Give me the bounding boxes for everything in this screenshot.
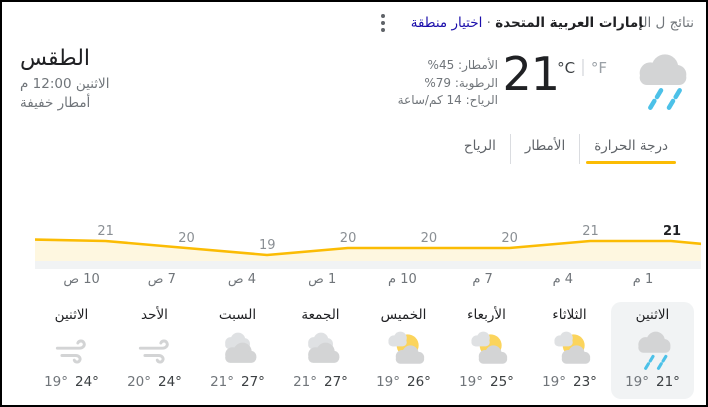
chart-temp-label: 20 (501, 231, 518, 246)
page-title: الطقس (20, 46, 91, 71)
forecast-day[interactable]: الثلاثاء 19° 23° (528, 302, 611, 399)
day-name: السبت (218, 307, 257, 323)
chart-baseline (35, 261, 701, 269)
partly-cloudy-icon (465, 328, 509, 372)
results-header: نتائج ل الإمارات العربية المتحدة · اختيا… (377, 10, 694, 36)
day-low-temp: 20° (127, 374, 151, 390)
chart-temp-label: 21 (97, 224, 114, 239)
day-name: الاثنين (635, 307, 670, 323)
chart-hour-label: 4 ص (227, 272, 257, 287)
day-temps: 19° 25° (459, 374, 514, 390)
unit-celsius[interactable]: °C (557, 59, 576, 77)
partly-cloudy-icon (382, 328, 426, 372)
stat-wind: الرياح: 14 كم/ساعة (397, 93, 498, 107)
forecast-day[interactable]: الاثنين 19° 24° (30, 302, 113, 399)
rain-cloud-icon (629, 49, 693, 113)
partly-cloudy-icon (548, 328, 592, 372)
day-temps: 20° 24° (127, 374, 182, 390)
day-high-temp: 26° (407, 374, 431, 390)
day-high-temp: 21° (656, 374, 680, 390)
day-temps: 21° 27° (210, 374, 265, 390)
chart-temp-label: 20 (178, 231, 195, 246)
forecast-day[interactable]: الأحد 20° 24° (113, 302, 196, 399)
day-high-temp: 25° (490, 374, 514, 390)
cloudy-icon (299, 328, 343, 372)
current-stats: الأمطار: 45% الرطوبة: 79% الرياح: 14 كم/سا… (398, 57, 498, 110)
current-temperature: 21 (502, 47, 560, 101)
stat-precipitation: الأمطار: 45% (427, 58, 498, 72)
chart-hour-label: 4 م (552, 272, 574, 287)
current-conditions-block: الطقس الاثنين 12:00 م أمطار خفيفة (20, 46, 110, 113)
tab-wind[interactable]: الرياح (450, 134, 510, 164)
temperature-line (35, 238, 701, 261)
location-name: إمارات العربية المتحدة (495, 15, 644, 31)
chart-hour-label: 7 م (472, 272, 493, 287)
forecast-day[interactable]: السبت 21° 27° (196, 302, 279, 399)
day-low-temp: 21° (210, 374, 234, 390)
day-low-temp: 19° (625, 374, 649, 390)
unit-toggle: °C | °F (557, 57, 607, 78)
unit-divider: | (580, 57, 586, 77)
day-high-temp: 24° (158, 374, 182, 390)
day-high-temp: 27° (324, 374, 348, 390)
forecast-day[interactable]: الاثنين 19° 21° (611, 302, 694, 399)
cloudy-icon (216, 328, 260, 372)
separator: · (482, 15, 496, 31)
day-name: الثلاثاء (552, 307, 587, 323)
forecast-day[interactable]: الأربعاء 19° 25° (445, 302, 528, 399)
daily-forecast-row: الاثنين 19° 21° الثلاثاء 19° 23° الأربعاء 19… (30, 302, 694, 399)
day-temps: 21° 27° (293, 374, 348, 390)
forecast-day[interactable]: الجمعة 21° 27° (279, 302, 362, 399)
chart-hour-label: 10 م (388, 272, 417, 287)
day-low-temp: 19° (459, 374, 483, 390)
chart-hour-label: 7 ص (147, 272, 176, 287)
stat-humidity: الرطوبة: 79% (424, 75, 498, 90)
day-high-temp: 24° (75, 374, 99, 390)
windy-icon (50, 328, 94, 372)
day-name: الأربعاء (467, 307, 506, 323)
chart-temp-label: 20 (420, 231, 438, 246)
choose-area-link[interactable]: اختيار منطقة (410, 15, 483, 31)
day-temps: 19° 26° (376, 374, 431, 390)
day-temps: 19° 21° (625, 374, 680, 390)
forecast-day[interactable]: الخميس 19° 26° (362, 302, 445, 399)
chart-tabs: درجة الحرارة الأمطار الرياح (450, 134, 682, 164)
day-name: الأحد (141, 307, 168, 323)
chart-temp-label: 20 (339, 231, 357, 246)
day-low-temp: 19° (376, 374, 400, 390)
hourly-temperature-chart: 21 21 20 20 20 19 20 21 1 م 4 م 7 م 10 م 1 ص 4 ص 7 ص 10… (35, 215, 701, 295)
day-name: الخميس (380, 307, 427, 323)
day-temps: 19° 24° (44, 374, 99, 390)
day-high-temp: 27° (241, 374, 265, 390)
chart-hour-label: 1 م (632, 272, 654, 287)
chart-hour-label: 10 ص (63, 272, 100, 287)
day-low-temp: 21° (293, 374, 317, 390)
current-condition: أمطار خفيفة (20, 95, 91, 111)
kebab-menu-icon[interactable] (377, 10, 389, 36)
tab-temperature[interactable]: درجة الحرارة (579, 134, 682, 164)
day-low-temp: 19° (542, 374, 566, 390)
chart-hour-label: 1 ص (308, 272, 337, 287)
day-temps: 19° 23° (542, 374, 597, 390)
current-datetime: الاثنين 12:00 م (20, 76, 110, 92)
chart-temp-label: 21 (663, 224, 682, 239)
unit-fahrenheit[interactable]: °F (590, 59, 607, 77)
chart-temp-label: 21 (582, 224, 599, 239)
windy-icon (133, 328, 177, 372)
tab-precipitation[interactable]: الأمطار (509, 134, 579, 164)
day-low-temp: 19° (44, 374, 68, 390)
day-name: الاثنين (54, 307, 89, 323)
day-high-temp: 23° (573, 374, 597, 390)
results-prefix: نتائج ل ال (643, 15, 694, 31)
day-name: الجمعة (301, 307, 340, 323)
chart-temp-label: 19 (259, 238, 276, 253)
rain-icon (631, 328, 675, 372)
results-header-text: نتائج ل الإمارات العربية المتحدة · اختيا… (411, 15, 694, 31)
